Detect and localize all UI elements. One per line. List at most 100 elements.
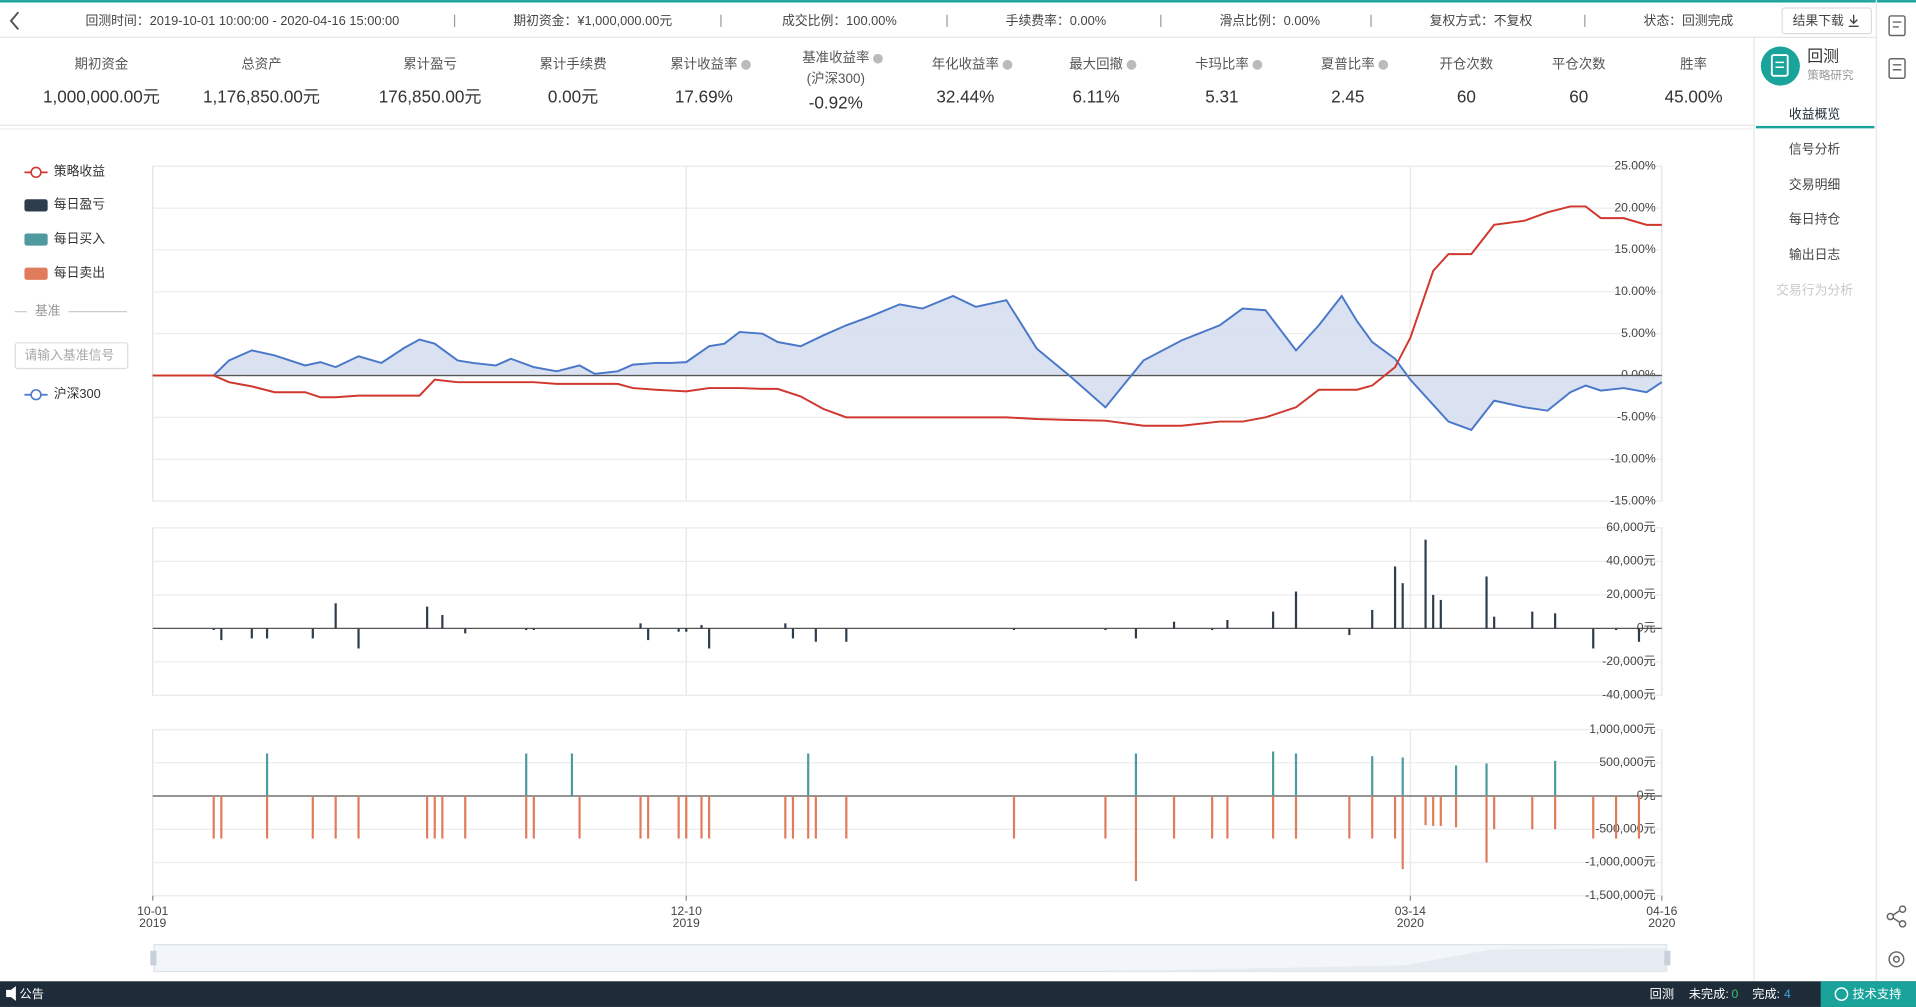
bar	[1371, 609, 1374, 629]
info-icon[interactable]	[1002, 59, 1013, 70]
slider-handle[interactable]	[1664, 950, 1671, 966]
y-tick-label: -5.00%	[1617, 410, 1656, 424]
x-tick-year: 2019	[673, 916, 700, 930]
bar	[357, 628, 360, 649]
header-item: 滑点比例：0.00%	[1219, 13, 1320, 28]
support-button[interactable]	[1820, 981, 1916, 1007]
bar	[1615, 628, 1618, 631]
y-tick-label: 40,000元	[1606, 554, 1656, 568]
info-icon[interactable]	[1126, 59, 1137, 70]
bar	[784, 623, 787, 629]
bar	[1637, 796, 1641, 839]
y-tick-label: 5.00%	[1621, 326, 1656, 340]
bar	[311, 628, 314, 639]
benchmark-placeholder: 请输入基准信号	[24, 348, 114, 363]
bar	[1393, 566, 1397, 629]
bar	[1485, 763, 1488, 797]
bar	[1211, 628, 1214, 631]
stat-value: 1,000,000.00元	[43, 87, 160, 106]
bar	[1134, 753, 1138, 797]
info-icon[interactable]	[1378, 59, 1389, 70]
bar	[685, 796, 688, 839]
bar	[1401, 757, 1404, 797]
bar	[1485, 576, 1488, 629]
plot-frame	[152, 527, 1663, 696]
info-icon[interactable]	[741, 59, 751, 70]
menu-item[interactable]: 输出日志	[1789, 247, 1840, 262]
stat-value: -0.92%	[809, 93, 863, 112]
bar	[639, 796, 642, 839]
bar	[791, 796, 795, 839]
bar	[1531, 796, 1534, 830]
plot-frame	[152, 728, 1663, 897]
menu-item[interactable]: 每日持仓	[1789, 211, 1840, 226]
legend-swatch	[30, 389, 42, 401]
download-icon	[1848, 14, 1859, 28]
bar	[1454, 765, 1458, 797]
bar	[464, 628, 467, 634]
menu-item[interactable]: 收益概览	[1789, 106, 1840, 121]
download-button[interactable]	[1781, 7, 1873, 35]
y-tick-label: 60,000元	[1606, 520, 1656, 534]
info-icon[interactable]	[1252, 59, 1263, 70]
stat-label: 累计收益率	[670, 55, 737, 71]
legend-label[interactable]: 沪深300	[54, 386, 101, 401]
menu-item[interactable]: 信号分析	[1789, 142, 1840, 157]
y-tick-label: -15.00%	[1610, 493, 1656, 507]
back-button[interactable]	[9, 11, 20, 31]
download-label[interactable]: 结果下载	[1793, 13, 1844, 28]
bar	[1172, 621, 1176, 629]
y-tick-label: -500,000元	[1595, 821, 1655, 835]
legend-label[interactable]: 策略收益	[54, 164, 105, 179]
bar	[1439, 796, 1442, 826]
support-label[interactable]: 技术支持	[1852, 986, 1901, 1001]
series-line	[152, 294, 1663, 432]
header-item: 回测时间：2019-10-01 10:00:00 - 2020-04-16 15…	[86, 13, 400, 28]
bar	[1554, 613, 1557, 629]
y-tick-label: 1,000,000元	[1589, 722, 1656, 736]
y-tick-label: 0元	[1637, 621, 1656, 635]
stat-value: 60	[1457, 87, 1476, 106]
header-item: 手续费率：0.00%	[1006, 13, 1107, 28]
stat-label: 夏普比率	[1321, 55, 1375, 71]
done-count: 4	[1784, 987, 1791, 1001]
bar	[791, 628, 795, 639]
logo-icon	[1770, 54, 1789, 77]
status-tab[interactable]: 回测	[1650, 987, 1674, 1001]
header-item: 复权方式：不复权	[1430, 13, 1533, 28]
legend-label[interactable]: 每日买入	[54, 231, 105, 246]
legend-label[interactable]: 每日卖出	[54, 265, 105, 280]
legend-swatch	[24, 233, 48, 246]
slider-handle[interactable]	[150, 950, 157, 966]
stat-value: 176,850.00元	[379, 87, 482, 106]
menu-active-underline	[1755, 125, 1875, 129]
bar	[1104, 796, 1107, 839]
bar	[685, 628, 688, 632]
stat-label: 年化收益率	[932, 55, 999, 71]
benchmark-input[interactable]	[14, 342, 129, 370]
y-tick-label: 10.00%	[1614, 284, 1656, 298]
legend-label[interactable]: 每日盈亏	[54, 197, 105, 212]
bar	[1615, 796, 1618, 839]
bar	[1424, 796, 1427, 826]
menu-item[interactable]: 交易明细	[1789, 177, 1840, 192]
top-accent	[0, 0, 1916, 3]
info-icon[interactable]	[873, 53, 883, 64]
bar	[532, 796, 535, 839]
notice[interactable]: 公告	[20, 987, 44, 1001]
bar	[212, 628, 215, 631]
bar	[1592, 796, 1595, 839]
bar	[700, 796, 703, 839]
bar	[1134, 796, 1138, 882]
bar	[212, 796, 215, 839]
bar	[814, 628, 817, 642]
bar	[265, 628, 269, 639]
bar	[265, 796, 269, 839]
bar	[845, 628, 848, 642]
bar	[334, 796, 337, 839]
bar	[1104, 628, 1107, 631]
bar	[1272, 611, 1275, 629]
bar	[426, 796, 429, 839]
x-tick-label: 03-14	[1395, 904, 1426, 918]
stat-label: 最大回撤	[1069, 56, 1123, 71]
